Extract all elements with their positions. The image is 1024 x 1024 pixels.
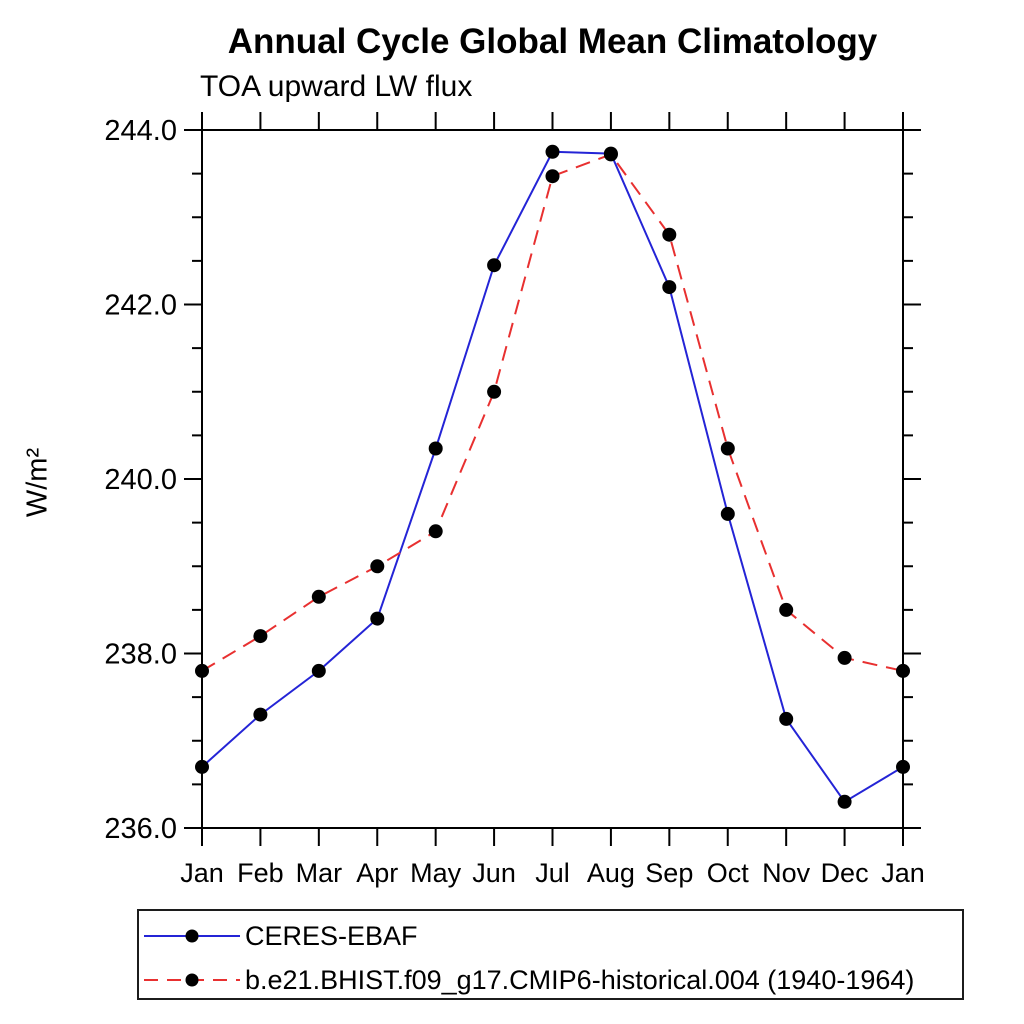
x-tick-label: Jan [881, 858, 925, 888]
y-tick-label: 238.0 [104, 639, 177, 671]
x-tick-label: Oct [707, 858, 750, 888]
data-point [720, 506, 735, 521]
data-point [428, 441, 443, 456]
data-point [720, 441, 735, 456]
series-line-1 [201, 153, 904, 672]
legend-label: b.e21.BHIST.f09_g17.CMIP6-historical.004… [245, 964, 915, 995]
data-point [311, 663, 326, 678]
x-tick-label: Dec [821, 858, 869, 888]
y-tick-label: 244.0 [104, 115, 177, 147]
legend-label: CERES-EBAF [245, 920, 418, 951]
data-point [545, 169, 560, 184]
data-point [662, 227, 677, 242]
data-point [662, 280, 677, 295]
data-point [837, 650, 852, 665]
data-point [779, 711, 794, 726]
data-point [253, 707, 268, 722]
legend-box: CERES-EBAF b.e21.BHIST.f09_g17.CMIP6-his… [137, 909, 964, 1000]
x-tick-label: Apr [356, 858, 398, 888]
data-point [545, 144, 560, 159]
data-point [195, 663, 209, 678]
x-tick-label: May [410, 858, 462, 888]
data-point [603, 147, 618, 162]
x-tick-label: Feb [237, 858, 284, 888]
chart-subtitle: TOA upward LW flux [200, 70, 473, 103]
data-point [311, 589, 326, 604]
legend-line-sample-dashed [144, 973, 240, 987]
x-tick-label: Sep [645, 858, 693, 888]
data-point [195, 759, 209, 774]
y-tick-label: 242.0 [104, 290, 177, 322]
data-point [487, 258, 502, 273]
legend-entry-model: b.e21.BHIST.f09_g17.CMIP6-historical.004… [142, 965, 914, 995]
data-point [487, 384, 502, 399]
legend-entry-ceres: CERES-EBAF [142, 921, 418, 951]
x-tick-label: Jun [472, 858, 516, 888]
chart-title: Annual Cycle Global Mean Climatology [227, 22, 878, 61]
y-tick-label: 240.0 [104, 464, 177, 496]
x-tick-label: Jul [535, 858, 570, 888]
legend-line-sample-solid [144, 929, 240, 943]
data-point [779, 602, 794, 617]
data-point [837, 794, 852, 809]
x-tick-label: Aug [587, 858, 635, 888]
data-point [428, 524, 443, 539]
legend-marker-dot [185, 973, 199, 987]
data-point [370, 559, 385, 574]
series-line-0 [201, 150, 904, 804]
data-point [896, 663, 910, 678]
x-tick-label: Jan [180, 858, 224, 888]
x-tick-label: Mar [296, 858, 343, 888]
data-point [370, 611, 385, 626]
x-tick-label: Nov [762, 858, 811, 888]
y-tick-label: 236.0 [104, 813, 177, 845]
data-point [896, 759, 910, 774]
plot-frame [201, 129, 904, 829]
data-point [253, 629, 268, 644]
legend-marker-dot [185, 929, 199, 943]
